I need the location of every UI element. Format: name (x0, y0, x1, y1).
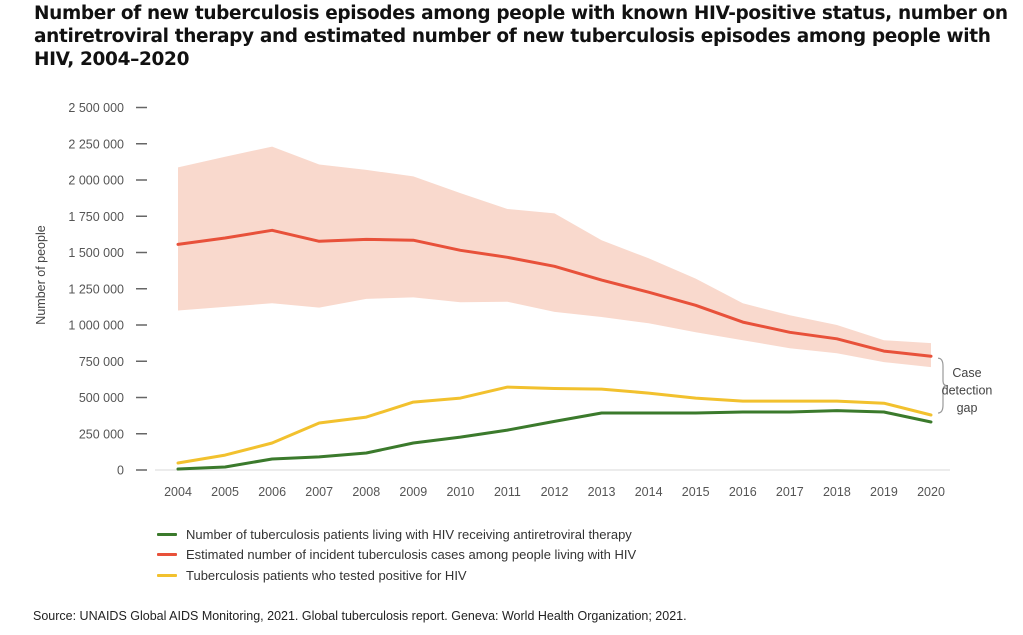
x-tick-label: 2008 (352, 485, 380, 499)
case-detection-gap-annotation: Case detection gap (942, 366, 993, 415)
x-tick-label: 2016 (729, 485, 757, 499)
series-line-2 (176, 385, 933, 465)
legend-item-estimated: Estimated number of incident tuberculosi… (157, 545, 636, 566)
chart-title: Number of new tuberculosis episodes amon… (34, 3, 1008, 70)
x-tick-label: 2012 (541, 485, 569, 499)
x-tick-label: 2004 (164, 485, 192, 499)
annotation-line: gap (957, 401, 978, 415)
source-note: Source: UNAIDS Global AIDS Monitoring, 2… (33, 609, 687, 623)
annotation-line: detection (942, 384, 993, 398)
legend-label: Estimated number of incident tuberculosi… (186, 547, 637, 563)
legend-label: Tuberculosis patients who tested positiv… (186, 567, 467, 583)
y-tick-label: 2 500 000 (68, 101, 124, 115)
y-tick-label: 2 250 000 (68, 137, 124, 151)
series-lines (176, 228, 933, 471)
legend-swatch-yellow (157, 573, 177, 577)
x-tick-label: 2019 (870, 485, 898, 499)
x-tick-label: 2014 (635, 485, 663, 499)
legend-item-art: Number of tuberculosis patients living w… (157, 524, 636, 545)
y-tick-label: 750 000 (79, 355, 124, 369)
x-tick-label: 2010 (446, 485, 474, 499)
y-tick-label: 0 (117, 464, 124, 478)
y-tick-label: 1 500 000 (68, 246, 124, 260)
case-detection-gap-brace (937, 357, 948, 414)
x-tick-label: 2007 (305, 485, 333, 499)
x-tick-label: 2015 (682, 485, 710, 499)
y-tick-label: 1 000 000 (68, 319, 124, 333)
y-axis-title: Number of people (34, 225, 48, 324)
x-axis: 2004 2005 2006 2007 2008 2009 2010 2011 2012 2013… (164, 485, 945, 499)
y-tick-label: 2 000 000 (68, 174, 124, 188)
legend-item-tested: Tuberculosis patients who tested positiv… (157, 565, 636, 586)
uncertainty-band (178, 146, 931, 368)
legend-swatch-red (157, 553, 177, 557)
y-tick-label: 1 250 000 (68, 282, 124, 296)
y-tick-label: 1 750 000 (68, 210, 124, 224)
x-tick-label: 2020 (917, 485, 945, 499)
legend-label: Number of tuberculosis patients living w… (186, 526, 632, 542)
x-tick-label: 2013 (588, 485, 616, 499)
legend: Number of tuberculosis patients living w… (157, 524, 636, 586)
x-tick-label: 2006 (258, 485, 286, 499)
legend-swatch-green (157, 532, 177, 536)
y-axis: 0 250 000 500 000 750 000 1 000 000 1 250 000… (68, 101, 147, 478)
x-tick-label: 2009 (399, 485, 427, 499)
series-line-0 (176, 409, 933, 471)
uncertainty-band-layer (178, 146, 931, 368)
x-tick-label: 2018 (823, 485, 851, 499)
annotation-line: Case (952, 366, 981, 380)
y-tick-label: 250 000 (79, 427, 124, 441)
y-tick-label: 500 000 (79, 391, 124, 405)
x-tick-label: 2005 (211, 485, 239, 499)
x-tick-label: 2011 (494, 485, 521, 499)
x-tick-label: 2017 (776, 485, 804, 499)
